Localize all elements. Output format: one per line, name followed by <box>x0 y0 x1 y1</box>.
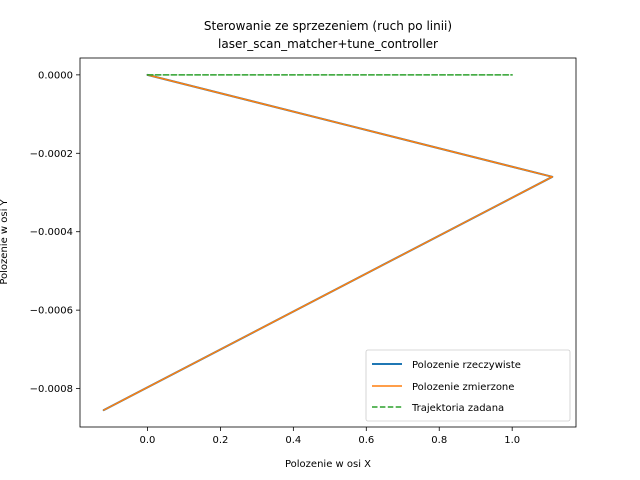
y-tick-label: −0.0008 <box>30 384 73 395</box>
y-tick-label: 0.0000 <box>38 70 73 81</box>
x-tick-label: 0.4 <box>285 435 301 446</box>
x-tick-label: 1.0 <box>504 435 520 446</box>
legend-box <box>365 349 571 422</box>
legend: Polozenie rzeczywiste Polozenie zmierzon… <box>365 349 571 422</box>
x-tick-label: 0.2 <box>212 435 228 446</box>
tick-layer: 0.0 0.2 0.4 0.6 0.8 1.0 0.0000 −0.0002 −0.0004 −0… <box>30 70 521 446</box>
legend-label-trajektoria-zadana: Trajektoria zadana <box>411 403 504 414</box>
legend-label-polozenie-rzeczywiste: Polozenie rzeczywiste <box>412 360 521 371</box>
y-axis-label: Polozenie w osi Y <box>0 198 10 284</box>
plot-frame <box>79 57 577 428</box>
x-tick-label: 0.8 <box>431 435 447 446</box>
y-tick-label: −0.0006 <box>30 306 73 317</box>
legend-label-polozenie-zmierzone: Polozenie zmierzone <box>412 382 514 393</box>
y-tick-label: −0.0002 <box>30 149 73 160</box>
x-axis-label: Polozenie w osi X <box>285 459 371 470</box>
chart-title-line-1: Sterowanie ze sprzezeniem (ruch po linii… <box>204 19 452 33</box>
x-tick-label: 0.0 <box>140 435 156 446</box>
series-layer <box>102 73 554 412</box>
series-line-polozenie-zmierzone <box>102 74 554 411</box>
y-tick-label: −0.0004 <box>30 227 73 238</box>
chart-title-line-2: laser_scan_matcher+tune_controller <box>218 37 438 51</box>
x-tick-label: 0.6 <box>358 435 374 446</box>
